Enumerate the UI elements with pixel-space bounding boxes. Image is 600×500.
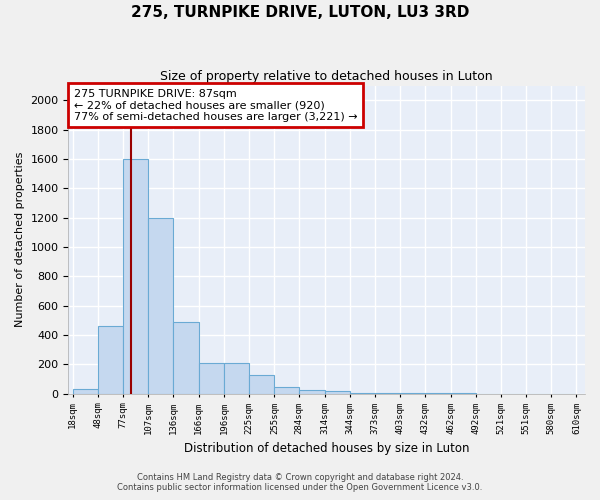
Bar — [98, 326, 123, 394]
Bar — [173, 322, 199, 394]
Bar — [199, 363, 224, 394]
X-axis label: Distribution of detached houses by size in Luton: Distribution of detached houses by size … — [184, 442, 469, 455]
Bar — [123, 159, 148, 394]
Bar — [224, 363, 249, 394]
Text: Contains HM Land Registry data © Crown copyright and database right 2024.
Contai: Contains HM Land Registry data © Crown c… — [118, 473, 482, 492]
Y-axis label: Number of detached properties: Number of detached properties — [15, 152, 25, 328]
Title: Size of property relative to detached houses in Luton: Size of property relative to detached ho… — [160, 70, 493, 83]
Bar — [325, 391, 350, 394]
Bar — [299, 390, 325, 394]
Bar — [148, 218, 173, 394]
Bar — [249, 374, 274, 394]
Text: 275 TURNPIKE DRIVE: 87sqm
← 22% of detached houses are smaller (920)
77% of semi: 275 TURNPIKE DRIVE: 87sqm ← 22% of detac… — [74, 88, 357, 122]
Text: 275, TURNPIKE DRIVE, LUTON, LU3 3RD: 275, TURNPIKE DRIVE, LUTON, LU3 3RD — [131, 5, 469, 20]
Bar — [274, 387, 299, 394]
Bar — [73, 390, 98, 394]
Bar — [350, 393, 375, 394]
